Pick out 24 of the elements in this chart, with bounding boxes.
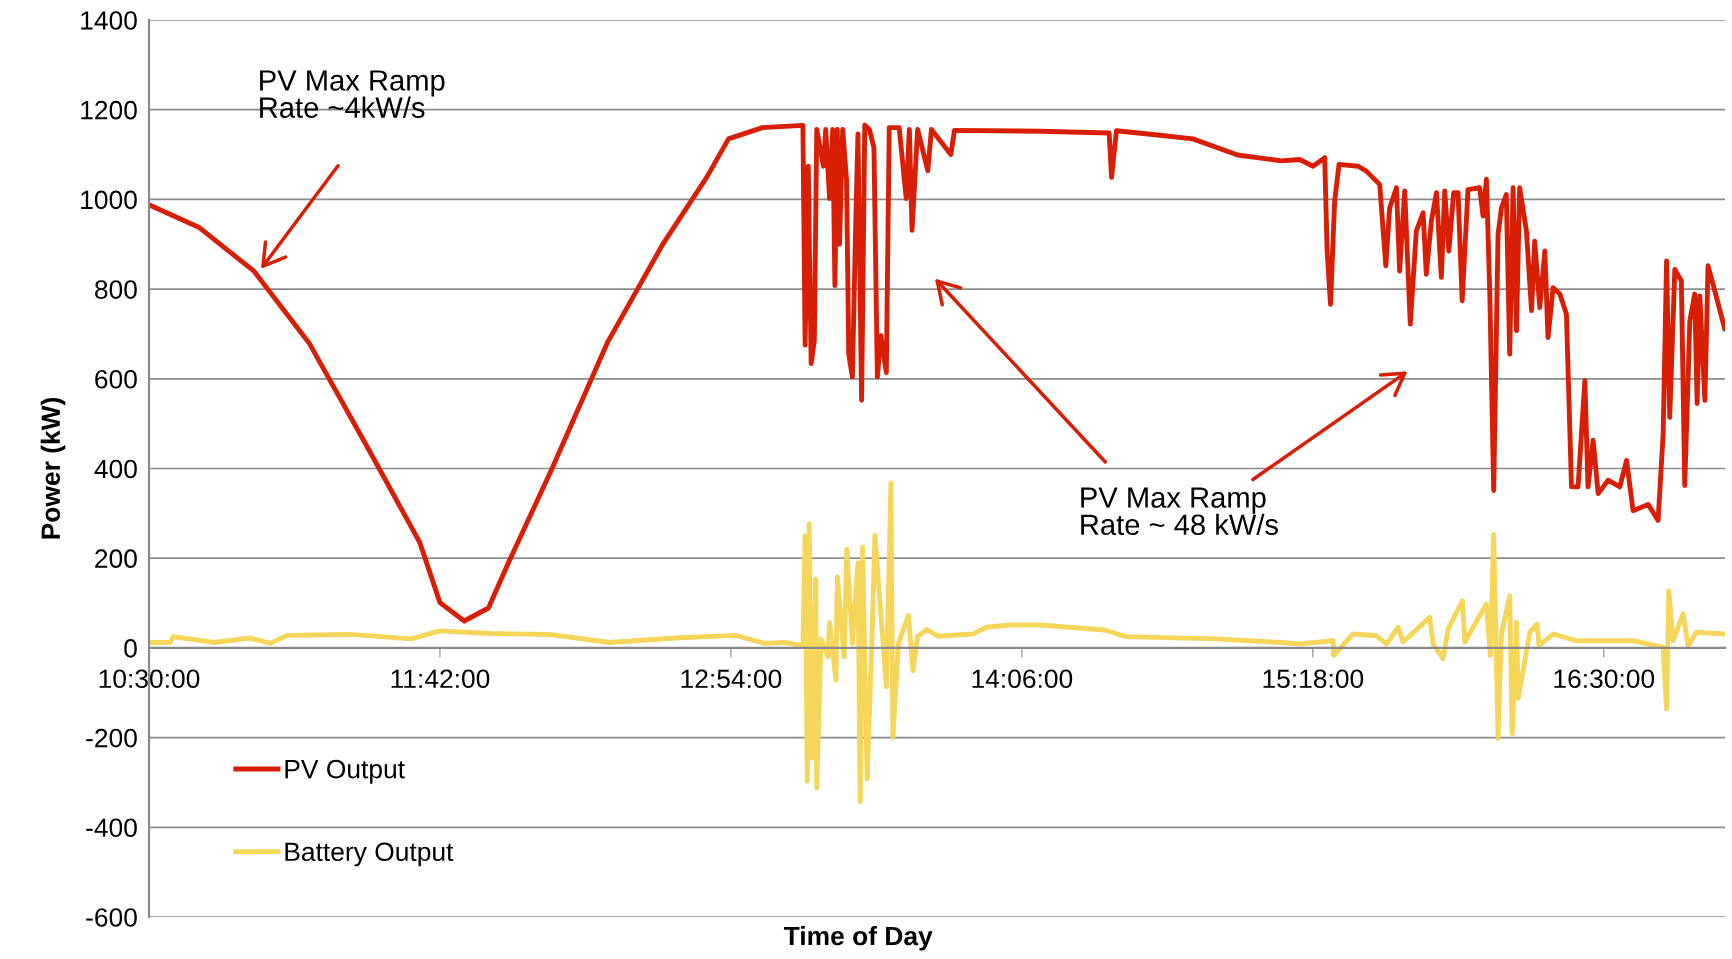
y-tick-label: 1200 [81, 100, 137, 120]
y-tick-label: 1000 [81, 190, 137, 210]
annotation: PV Max Ramp Rate ~ 48 kW/s [1081, 487, 1278, 536]
x-tick-label: 11:42:00 [391, 669, 490, 689]
annotation: PV Max Ramp Rate ~4kW/s [260, 70, 445, 118]
x-tick-label: 12:54:00 [681, 669, 782, 689]
y-tick-label: 1400 [81, 11, 137, 30]
y-tick-label: 800 [95, 280, 137, 299]
y-tick-label: 0 [124, 639, 137, 658]
legend-label: PV Output [285, 759, 405, 784]
y-axis-title: Power (kW) [40, 397, 66, 539]
y-tick-label: 600 [95, 369, 137, 389]
y-tick-label: -600 [86, 908, 137, 927]
x-axis-title: Time of Day [783, 925, 933, 951]
x-tick-label: 16:30:00 [1554, 669, 1655, 689]
line-series [149, 122, 1725, 624]
y-tick-label: 400 [94, 459, 137, 479]
x-tick-label: 14:06:00 [972, 669, 1073, 689]
legend-label: Battery Output [285, 842, 454, 867]
y-tick-label: 200 [95, 549, 137, 569]
x-tick-label: 15:18:00 [1263, 669, 1364, 689]
y-tick-label: -400 [86, 818, 137, 838]
x-tick-label: 10:30:00 [99, 669, 200, 689]
y-tick-label: -200 [86, 728, 137, 748]
